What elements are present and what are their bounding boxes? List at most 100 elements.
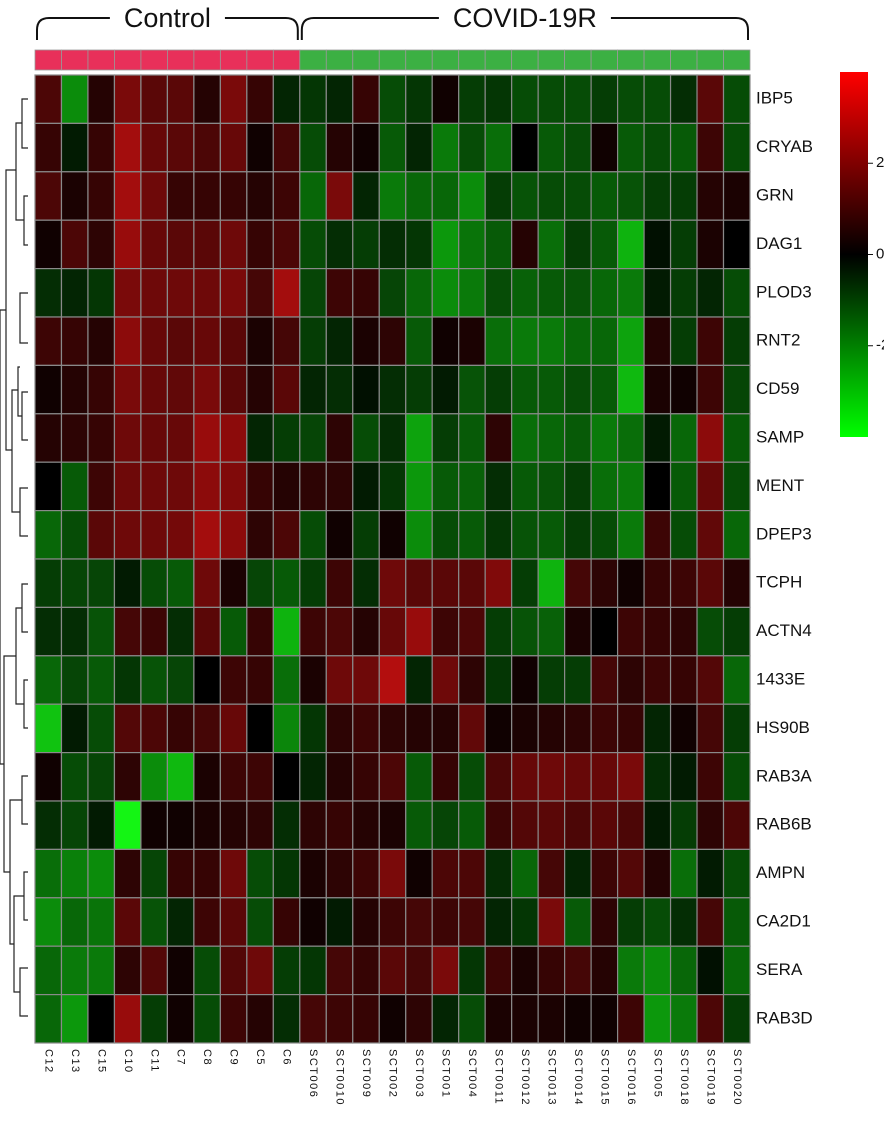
heatmap-cell: [219, 945, 248, 996]
heatmap-cell: [113, 703, 142, 754]
heatmap-cell: [564, 74, 592, 125]
heatmap-cell: [299, 268, 327, 318]
heatmap-cell: [219, 703, 248, 754]
heatmap-cell: [378, 897, 407, 947]
heatmap-cell: [643, 800, 672, 851]
heatmap-cell: [219, 219, 248, 270]
row-label: RAB3A: [756, 766, 812, 785]
heatmap-cell: [431, 413, 460, 463]
heatmap-cell: [484, 510, 513, 560]
heatmap-cell: [616, 800, 645, 851]
column-label: C7: [175, 1049, 187, 1066]
heatmap-cell: [299, 510, 327, 560]
heatmap-cell: [60, 171, 89, 221]
heatmap-cell: [34, 461, 63, 512]
heatmap-cell: [484, 558, 513, 609]
heatmap-cell: [166, 945, 195, 996]
heatmap-cell: [140, 364, 169, 415]
heatmap-cell: [113, 945, 142, 996]
group-bar: [87, 49, 115, 71]
heatmap-cell: [87, 461, 116, 512]
heatmap-cell: [34, 171, 63, 221]
heatmap-cell: [87, 74, 116, 125]
colorbar-tick-label: -2: [876, 337, 884, 354]
heatmap-cell: [669, 413, 698, 463]
group-bar: [378, 49, 407, 71]
heatmap-cell: [378, 848, 407, 899]
group-bar: [617, 49, 645, 71]
heatmap-cell: [696, 510, 725, 560]
heatmap-cell: [246, 800, 274, 851]
heatmap-cell: [166, 606, 195, 657]
heatmap-cell: [219, 897, 248, 947]
heatmap-cell: [34, 945, 63, 996]
heatmap-cell: [246, 703, 274, 754]
heatmap-cell: [193, 510, 221, 560]
heatmap-cell: [643, 558, 672, 609]
heatmap-cell: [511, 606, 539, 657]
group-label: COVID-19R: [453, 3, 597, 33]
heatmap-cell: [405, 703, 433, 754]
heatmap-cell: [219, 268, 248, 318]
heatmap-cell: [696, 751, 725, 802]
group-bar: [405, 49, 433, 71]
heatmap-cell: [34, 316, 63, 367]
heatmap-cell: [696, 558, 725, 609]
heatmap-cell: [537, 268, 566, 318]
heatmap-cell: [590, 364, 619, 415]
heatmap-cell: [34, 655, 63, 705]
heatmap-cell: [34, 268, 63, 318]
heatmap-cell: [272, 655, 301, 705]
heatmap-cell: [299, 413, 327, 463]
heatmap-cell: [643, 268, 672, 318]
heatmap-cell: [511, 558, 539, 609]
heatmap-cell: [564, 993, 592, 1044]
heatmap-cell: [325, 945, 354, 996]
heatmap-cell: [193, 848, 221, 899]
heatmap-cell: [113, 510, 142, 560]
heatmap-cell: [405, 800, 433, 851]
row-label: DAG1: [756, 234, 802, 253]
heatmap-cell: [722, 800, 751, 851]
heatmap-cell: [431, 703, 460, 754]
heatmap-cell: [643, 993, 672, 1044]
heatmap-cell: [431, 558, 460, 609]
heatmap-cell: [405, 655, 433, 705]
heatmap-cell: [352, 897, 380, 947]
heatmap-cell: [113, 122, 142, 173]
heatmap-cell: [60, 751, 89, 802]
heatmap-cell: [669, 268, 698, 318]
heatmap-cell: [166, 122, 195, 173]
row-label: MENT: [756, 476, 804, 495]
heatmap-cell: [246, 122, 274, 173]
heatmap-cell: [193, 413, 221, 463]
column-label: SCT0012: [519, 1049, 531, 1106]
heatmap-cell: [616, 558, 645, 609]
heatmap-cell: [113, 993, 142, 1044]
column-label: C13: [69, 1049, 81, 1074]
heatmap-cell: [669, 171, 698, 221]
heatmap-cell: [616, 510, 645, 560]
heatmap-cell: [590, 510, 619, 560]
heatmap-cell: [590, 897, 619, 947]
heatmap-cell: [113, 897, 142, 947]
heatmap-cell: [193, 268, 221, 318]
heatmap-cell: [60, 461, 89, 512]
heatmap-cell: [272, 703, 301, 754]
heatmap-cell: [60, 606, 89, 657]
heatmap-cell: [643, 364, 672, 415]
heatmap-cell: [511, 461, 539, 512]
heatmap-cell: [669, 703, 698, 754]
heatmap-cell: [325, 751, 354, 802]
heatmap-cell: [352, 751, 380, 802]
heatmap-cell: [246, 413, 274, 463]
heatmap-cell: [219, 316, 248, 367]
heatmap-cell: [405, 268, 433, 318]
heatmap-cell: [537, 751, 566, 802]
group-bar: [511, 49, 539, 71]
heatmap-cell: [325, 74, 354, 125]
heatmap-cell: [431, 945, 460, 996]
column-label: C15: [95, 1049, 107, 1074]
heatmap-cell: [325, 606, 354, 657]
heatmap-cell: [722, 268, 751, 318]
